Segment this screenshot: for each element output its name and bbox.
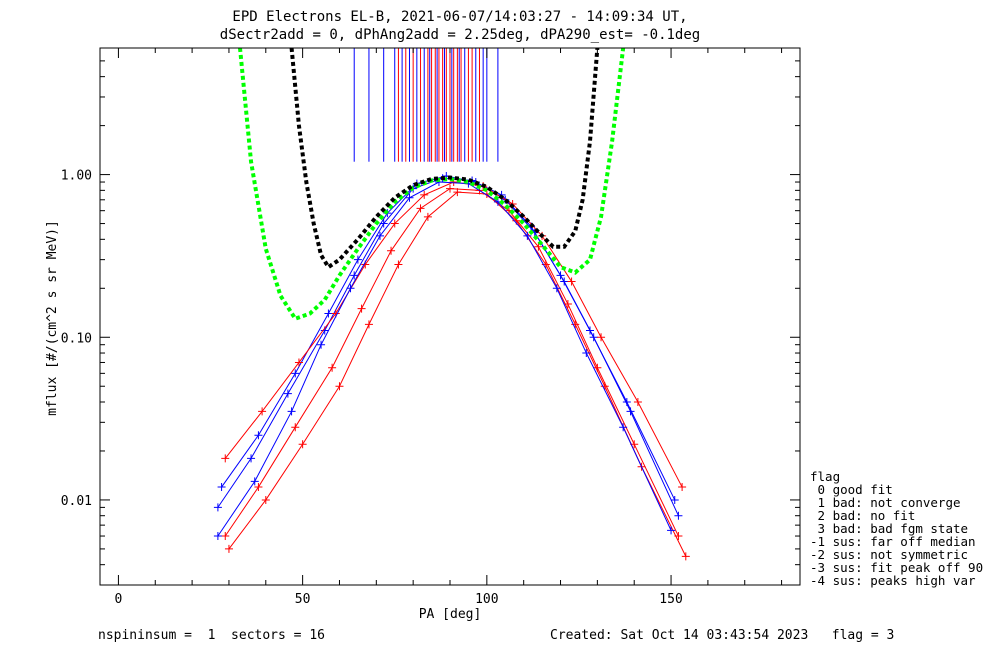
series-2-point-0 bbox=[224, 544, 233, 553]
series-3-point-1 bbox=[254, 431, 263, 440]
series-5-point-6 bbox=[405, 193, 414, 202]
axes: 0 50 100 150 0.01 0.10 1.00 bbox=[61, 47, 801, 607]
x-tick-label-150: 150 bbox=[659, 592, 682, 607]
series-0-point-7 bbox=[446, 184, 454, 193]
series-2-point-11 bbox=[571, 320, 580, 329]
series-3-line bbox=[221, 175, 679, 516]
y-tick-label-2: 1.00 bbox=[61, 169, 92, 184]
series-2-point-4 bbox=[364, 320, 373, 329]
series-4-point-1 bbox=[258, 407, 267, 416]
series-3-point-14 bbox=[674, 511, 683, 520]
series-0-line bbox=[224, 188, 679, 537]
fit-curve-green bbox=[238, 48, 626, 322]
legend-item-7: -4 sus: peaks high var bbox=[810, 573, 976, 588]
series-3-point-4 bbox=[353, 255, 362, 264]
series-5-point-10 bbox=[523, 231, 532, 240]
series-1-point-1 bbox=[247, 454, 256, 463]
series-1-point-0 bbox=[213, 503, 222, 512]
legend-item-3: 3 bad: bad fgm state bbox=[810, 521, 968, 536]
legend: flag 0 good fit 1 bad: not converge 2 ba… bbox=[810, 469, 983, 588]
y-tick-label-0: 0.01 bbox=[61, 494, 92, 509]
series-4-point-11 bbox=[567, 277, 576, 286]
series-5-point-5 bbox=[376, 231, 384, 240]
plot-content bbox=[213, 48, 690, 561]
series-3-point-13 bbox=[626, 407, 635, 416]
series-4-point-13 bbox=[633, 397, 642, 406]
series-5-line bbox=[217, 181, 672, 537]
legend-item-4: -1 sus: far off median bbox=[810, 534, 976, 549]
series-2-point-5 bbox=[394, 260, 403, 269]
series-5-point-11 bbox=[552, 284, 561, 293]
x-tick-label-100: 100 bbox=[475, 592, 498, 607]
series-2-point-7 bbox=[453, 188, 462, 197]
legend-title: flag bbox=[810, 469, 840, 484]
series-2-point-2 bbox=[298, 440, 307, 449]
series-0-point-1 bbox=[254, 483, 263, 492]
footer-right: Created: Sat Oct 14 03:43:54 2023 flag =… bbox=[550, 628, 894, 643]
series-5-point-3 bbox=[317, 340, 326, 349]
legend-item-0: 0 good fit bbox=[810, 482, 893, 497]
series-0-point-3 bbox=[328, 363, 337, 372]
series-1-line bbox=[217, 177, 676, 508]
series-5-point-4 bbox=[346, 284, 355, 293]
series-2-point-1 bbox=[261, 495, 270, 504]
series-2-point-12 bbox=[600, 382, 609, 391]
series-3-point-11 bbox=[560, 277, 569, 286]
series-3-point-3 bbox=[324, 309, 333, 318]
series-1-point-2 bbox=[283, 389, 292, 398]
series-5-point-2 bbox=[287, 407, 296, 416]
series-5-point-14 bbox=[667, 526, 676, 535]
series-2-line bbox=[228, 191, 687, 557]
chart-title-line2: dSectr2add = 0, dPhAng2add = 2.25deg, dP… bbox=[220, 27, 700, 43]
footer-left: nspininsum = 1 sectors = 16 bbox=[98, 628, 325, 643]
series-5-point-13 bbox=[619, 423, 628, 432]
series-0-point-2 bbox=[291, 423, 300, 432]
series-5-point-1 bbox=[250, 477, 259, 486]
series-4-point-0 bbox=[221, 454, 230, 463]
series-0-point-5 bbox=[387, 246, 396, 255]
series-1-point-4 bbox=[350, 271, 359, 280]
series-0-point-6 bbox=[416, 204, 425, 213]
series-5-point-0 bbox=[213, 532, 222, 541]
legend-item-6: -3 sus: fit peak off 90 bbox=[810, 560, 983, 575]
series-4-point-12 bbox=[597, 333, 606, 342]
series-2-point-6 bbox=[423, 212, 432, 221]
series-4-point-6 bbox=[420, 190, 429, 199]
series-4-line bbox=[224, 181, 683, 488]
x-axis-label: PA [deg] bbox=[419, 607, 482, 622]
series-0-point-10 bbox=[534, 242, 543, 251]
series-2-point-3 bbox=[335, 382, 344, 391]
series-1-point-14 bbox=[670, 495, 679, 504]
fit-curve-black bbox=[289, 48, 600, 270]
y-tick-label-1: 0.10 bbox=[61, 331, 92, 346]
series-3-point-12 bbox=[589, 333, 598, 342]
chart-title-line1: EPD Electrons EL-B, 2021-06-07/14:03:27 … bbox=[232, 9, 687, 25]
y-axis-label: mflux [#/(cm^2 s sr MeV)] bbox=[45, 220, 60, 416]
series-0-point-0 bbox=[221, 532, 230, 541]
series-5-point-12 bbox=[582, 349, 591, 358]
legend-item-2: 2 bad: no fit bbox=[810, 508, 915, 523]
x-tick-label-0: 0 bbox=[115, 592, 123, 607]
series-4-point-5 bbox=[390, 219, 399, 228]
plot-area bbox=[213, 48, 690, 561]
x-tick-label-50: 50 bbox=[295, 592, 311, 607]
legend-item-1: 1 bad: not converge bbox=[810, 495, 961, 510]
series-2-point-14 bbox=[681, 552, 690, 561]
series-4-point-2 bbox=[294, 358, 303, 367]
series-3-point-2 bbox=[291, 369, 300, 378]
series-3-point-0 bbox=[217, 483, 226, 492]
legend-item-5: -2 sus: not symmetric bbox=[810, 547, 968, 562]
series-0-point-4 bbox=[357, 304, 366, 313]
series-4-point-14 bbox=[678, 483, 687, 492]
